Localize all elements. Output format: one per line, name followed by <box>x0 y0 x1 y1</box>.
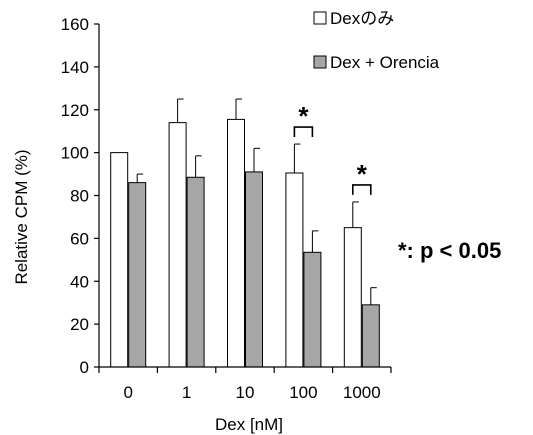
legend: Dexのみ Dex + Orencia <box>313 9 440 72</box>
bar-dex-only <box>343 227 362 368</box>
x-tick-label: 1000 <box>343 383 381 402</box>
y-tick-label: 60 <box>70 229 89 248</box>
legend-swatch-dex-orencia <box>313 55 327 69</box>
x-ticks: 0 1 10 100 1000 <box>98 367 392 402</box>
significance-star: * <box>357 159 368 189</box>
bar-dex-orencia <box>245 171 263 368</box>
significance-bracket <box>293 126 314 138</box>
legend-label-dex-orencia: Dex + Orencia <box>330 53 440 72</box>
y-axis-label: Relative CPM (%) <box>12 149 31 284</box>
y-tick-label: 140 <box>61 58 89 77</box>
bar-dex-orencia <box>186 176 205 368</box>
y-tick-label: 160 <box>61 15 89 34</box>
significance-bracket <box>352 184 372 195</box>
y-tick-label: 100 <box>61 144 89 163</box>
bars-layer <box>110 118 380 368</box>
significance-layer: ** <box>293 101 372 195</box>
x-tick-label: 0 <box>123 383 132 402</box>
x-axis-label: Dex [nM] <box>215 415 283 434</box>
significance-annotation: *: p < 0.05 <box>398 238 501 263</box>
y-tick-label: 20 <box>70 315 89 334</box>
x-tick-label: 1 <box>182 383 191 402</box>
y-tick-label: 80 <box>70 187 89 206</box>
y-tick-label: 40 <box>70 272 89 291</box>
bar-dex-orencia <box>128 182 147 368</box>
bar-dex-only <box>168 122 187 368</box>
legend-label-dex-only: Dexのみ <box>330 9 394 28</box>
significance-star: * <box>298 101 309 131</box>
bar-dex-orencia <box>361 304 380 368</box>
y-ticks: 0 20 40 60 80 100 120 140 160 <box>61 15 99 377</box>
bar-dex-only <box>110 152 129 368</box>
bar-dex-only <box>285 172 304 368</box>
y-tick-label: 0 <box>80 358 89 377</box>
bar-dex-orencia <box>303 251 322 368</box>
legend-swatch-dex-only <box>313 11 327 25</box>
error-bars-layer <box>136 98 377 305</box>
x-tick-label: 100 <box>289 383 317 402</box>
x-tick-label: 10 <box>236 383 255 402</box>
bar-dex-only <box>227 118 245 368</box>
y-tick-label: 120 <box>61 101 89 120</box>
